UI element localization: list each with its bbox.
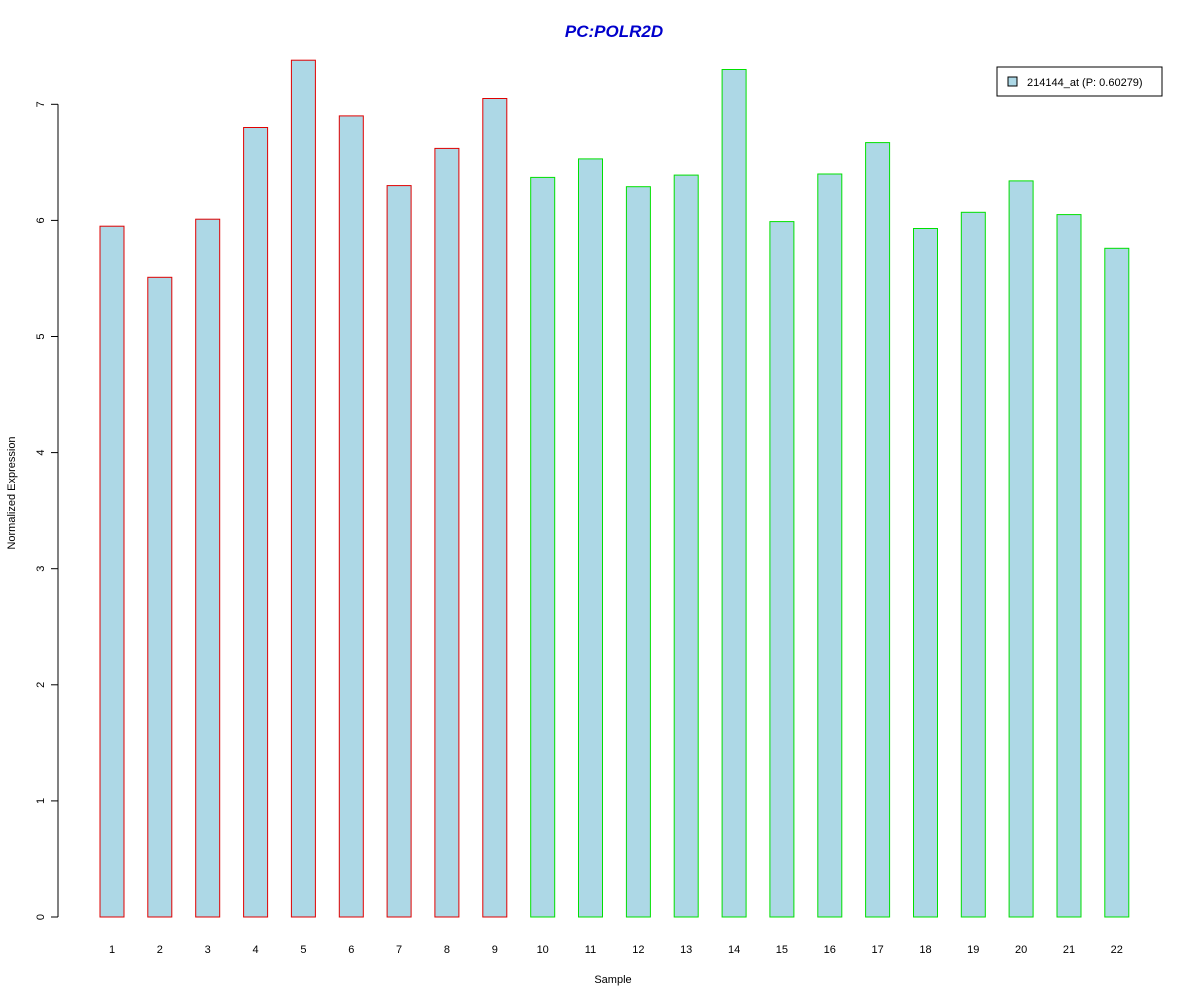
legend-label: 214144_at (P: 0.60279) — [1027, 77, 1143, 89]
x-tick-label: 3 — [205, 944, 211, 956]
x-tick-label: 15 — [776, 944, 788, 956]
bar-sample-8 — [434, 147, 460, 918]
legend-box — [996, 66, 1163, 97]
y-axis-label: Normalized Expression — [6, 436, 18, 549]
bar-sample-16 — [817, 173, 843, 918]
x-tick-label: 13 — [680, 944, 692, 956]
bar-sample-4 — [243, 127, 269, 918]
bar-sample-20 — [1008, 180, 1034, 918]
bar-sample-6 — [338, 115, 364, 918]
x-tick-label: 8 — [444, 944, 450, 956]
bar-sample-1 — [99, 225, 125, 918]
x-tick-label: 2 — [157, 944, 163, 956]
bar-sample-22 — [1104, 247, 1130, 918]
y-tick-label: 3 — [35, 566, 47, 572]
y-tick-label: 1 — [35, 798, 47, 804]
x-tick-label: 4 — [253, 944, 259, 956]
bar-sample-9 — [482, 98, 508, 918]
x-tick-label: 12 — [632, 944, 644, 956]
bar-sample-17 — [865, 142, 891, 918]
bar-sample-19 — [960, 211, 986, 918]
bar-sample-10 — [530, 176, 556, 918]
bar-sample-7 — [386, 185, 412, 918]
x-tick-label: 5 — [300, 944, 306, 956]
bar-sample-13 — [673, 174, 699, 918]
x-axis: 1 2 3 4 5 6 7 8 9 10 11 12 13 14 15 16 17 18 19 20 21 22 — [109, 944, 1123, 956]
y-axis: 0 1 2 3 4 5 6 7 — [35, 101, 59, 920]
bar-sample-14 — [721, 69, 747, 918]
y-tick-label: 2 — [35, 682, 47, 688]
bar-sample-12 — [625, 186, 651, 918]
x-tick-label: 19 — [967, 944, 979, 956]
bar-sample-2 — [147, 276, 173, 918]
bar-sample-21 — [1056, 214, 1082, 918]
x-tick-label: 16 — [824, 944, 836, 956]
x-axis-label: Sample — [594, 974, 631, 986]
x-tick-label: 21 — [1063, 944, 1075, 956]
x-tick-label: 9 — [492, 944, 498, 956]
y-tick-label: 7 — [35, 101, 47, 107]
chart-title: PC:POLR2D — [565, 22, 663, 41]
bar-sample-18 — [913, 228, 938, 918]
x-tick-label: 18 — [919, 944, 931, 956]
legend: 214144_at (P: 0.60279) — [996, 66, 1163, 97]
y-tick-label: 0 — [35, 914, 47, 920]
x-tick-label: 1 — [109, 944, 115, 956]
y-tick-label: 4 — [35, 450, 47, 456]
x-tick-label: 10 — [537, 944, 549, 956]
bar-sample-15 — [769, 221, 795, 918]
x-tick-label: 14 — [728, 944, 740, 956]
y-tick-label: 5 — [35, 333, 47, 339]
bars — [99, 59, 1130, 918]
y-tick-label: 6 — [35, 217, 47, 223]
x-tick-label: 17 — [871, 944, 883, 956]
legend-swatch — [1007, 76, 1018, 87]
x-tick-label: 20 — [1015, 944, 1027, 956]
bar-sample-11 — [578, 158, 603, 918]
x-tick-label: 7 — [396, 944, 402, 956]
bar-sample-3 — [195, 218, 221, 918]
x-tick-label: 11 — [585, 944, 596, 956]
x-tick-label: 6 — [348, 944, 354, 956]
x-tick-label: 22 — [1111, 944, 1123, 956]
bar-sample-5 — [290, 59, 316, 918]
